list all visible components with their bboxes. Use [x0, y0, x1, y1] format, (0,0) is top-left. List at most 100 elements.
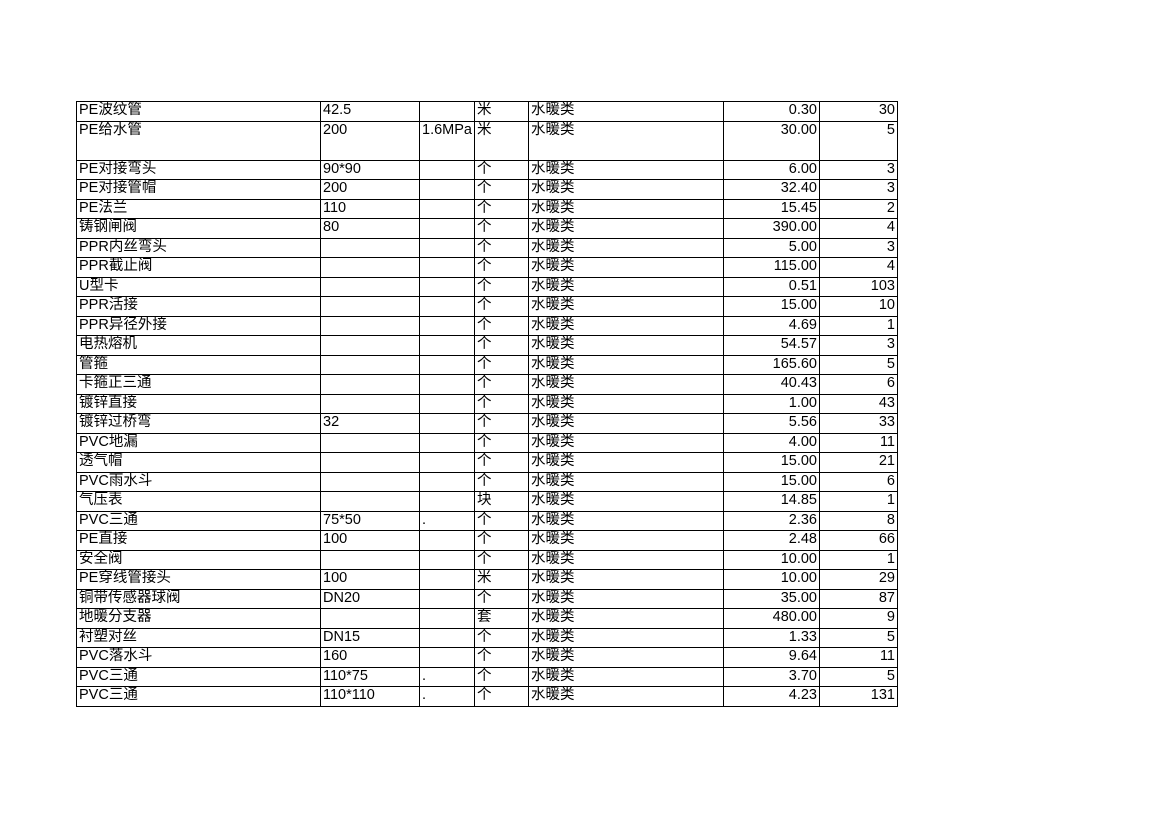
table-row: PE给水管 200 1.6MPa 米水暖类 30.00 5: [76, 120, 898, 161]
quantity-cell: 87: [819, 588, 898, 609]
pressure-cell: [419, 374, 475, 395]
pressure-cell: [419, 315, 475, 336]
price-cell: 30.00: [723, 120, 820, 161]
table-row: 镀锌直接 个水暖类 1.00 43: [76, 393, 898, 414]
table-row: 地暖分支器 套水暖类 480.00 9: [76, 608, 898, 629]
spec-cell: [320, 374, 420, 395]
category-cell: 水暖类: [528, 315, 724, 336]
pressure-cell: [419, 354, 475, 375]
unit-cell: 块: [474, 491, 529, 512]
category-cell: 水暖类: [528, 276, 724, 297]
table-row: PVC三通 75*50. 个水暖类 2.36 8: [76, 510, 898, 531]
quantity-cell: 43: [819, 393, 898, 414]
table-row: PPR内丝弯头 个水暖类 5.00 3: [76, 237, 898, 258]
quantity-cell: 5: [819, 627, 898, 648]
unit-cell: 个: [474, 549, 529, 570]
table-row: PPR异径外接 个水暖类 4.69 1: [76, 315, 898, 336]
unit-cell: 个: [474, 627, 529, 648]
category-cell: 水暖类: [528, 218, 724, 239]
quantity-cell: 10: [819, 296, 898, 317]
category-cell: 水暖类: [528, 627, 724, 648]
price-cell: 390.00: [723, 218, 820, 239]
item-name-cell: PVC三通: [76, 510, 321, 531]
category-cell: 水暖类: [528, 569, 724, 590]
category-cell: 水暖类: [528, 413, 724, 434]
category-cell: 水暖类: [528, 237, 724, 258]
quantity-cell: 5: [819, 120, 898, 161]
item-name-cell: 镀锌直接: [76, 393, 321, 414]
pressure-cell: [419, 569, 475, 590]
category-cell: 水暖类: [528, 296, 724, 317]
item-name-cell: PE直接: [76, 530, 321, 551]
price-cell: 14.85: [723, 491, 820, 512]
table-row: PVC雨水斗 个水暖类 15.00 6: [76, 471, 898, 492]
spec-cell: [320, 335, 420, 356]
spec-cell: [320, 276, 420, 297]
category-cell: 水暖类: [528, 588, 724, 609]
table-row: PE法兰 110 个水暖类 15.45 2: [76, 198, 898, 219]
category-cell: 水暖类: [528, 393, 724, 414]
price-cell: 9.64: [723, 647, 820, 668]
table-row: PVC三通 110*75. 个水暖类 3.70 5: [76, 666, 898, 687]
unit-cell: 个: [474, 354, 529, 375]
item-name-cell: 管箍: [76, 354, 321, 375]
price-cell: 35.00: [723, 588, 820, 609]
unit-cell: 套: [474, 608, 529, 629]
unit-cell: 个: [474, 666, 529, 687]
category-cell: 水暖类: [528, 452, 724, 473]
quantity-cell: 4: [819, 218, 898, 239]
pressure-cell: [419, 276, 475, 297]
table-row: PE波纹管 42.5 米水暖类 0.30 30: [76, 101, 898, 122]
spec-cell: [320, 237, 420, 258]
spec-cell: [320, 549, 420, 570]
item-name-cell: PPR截止阀: [76, 257, 321, 278]
category-cell: 水暖类: [528, 198, 724, 219]
table-row: 铸钢闸阀 80 个水暖类 390.00 4: [76, 218, 898, 239]
unit-cell: 个: [474, 471, 529, 492]
spec-cell: [320, 354, 420, 375]
price-cell: 6.00: [723, 159, 820, 180]
unit-cell: 个: [474, 159, 529, 180]
price-cell: 2.36: [723, 510, 820, 531]
spec-cell: DN20: [320, 588, 420, 609]
table-row: 卡箍正三通 个水暖类 40.43 6: [76, 374, 898, 395]
unit-cell: 个: [474, 179, 529, 200]
unit-cell: 个: [474, 237, 529, 258]
item-name-cell: 卡箍正三通: [76, 374, 321, 395]
pressure-cell: [419, 647, 475, 668]
table-row: 铜带传感器球阀 DN20 个水暖类 35.00 87: [76, 588, 898, 609]
spec-cell: 110*110: [320, 686, 420, 707]
category-cell: 水暖类: [528, 101, 724, 122]
unit-cell: 米: [474, 120, 529, 161]
category-cell: 水暖类: [528, 159, 724, 180]
pressure-cell: .: [419, 666, 475, 687]
table-row: 镀锌过桥弯 32 个水暖类 5.56 33: [76, 413, 898, 434]
category-cell: 水暖类: [528, 666, 724, 687]
category-cell: 水暖类: [528, 354, 724, 375]
item-name-cell: 气压表: [76, 491, 321, 512]
spec-cell: [320, 608, 420, 629]
item-name-cell: PE对接管帽: [76, 179, 321, 200]
price-cell: 15.00: [723, 296, 820, 317]
unit-cell: 个: [474, 374, 529, 395]
item-name-cell: 衬塑对丝: [76, 627, 321, 648]
quantity-cell: 5: [819, 666, 898, 687]
spec-cell: [320, 296, 420, 317]
spec-cell: 32: [320, 413, 420, 434]
price-cell: 5.00: [723, 237, 820, 258]
pressure-cell: [419, 218, 475, 239]
quantity-cell: 6: [819, 471, 898, 492]
quantity-cell: 1: [819, 315, 898, 336]
price-cell: 10.00: [723, 569, 820, 590]
item-name-cell: 安全阀: [76, 549, 321, 570]
price-cell: 165.60: [723, 354, 820, 375]
category-cell: 水暖类: [528, 549, 724, 570]
price-cell: 480.00: [723, 608, 820, 629]
quantity-cell: 33: [819, 413, 898, 434]
table-row: PPR活接 个水暖类 15.00 10: [76, 296, 898, 317]
quantity-cell: 11: [819, 432, 898, 453]
item-name-cell: 铜带传感器球阀: [76, 588, 321, 609]
price-cell: 4.23: [723, 686, 820, 707]
price-cell: 54.57: [723, 335, 820, 356]
price-cell: 10.00: [723, 549, 820, 570]
